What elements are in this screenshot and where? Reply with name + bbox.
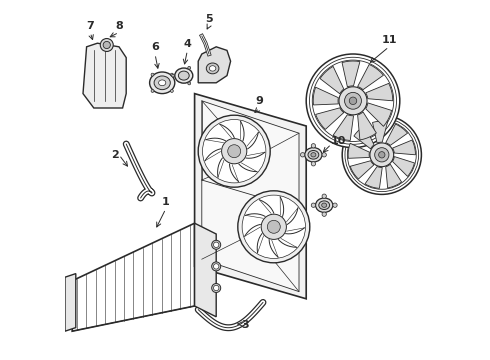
Ellipse shape [178,71,189,80]
Circle shape [172,74,174,77]
Circle shape [221,139,247,164]
Circle shape [344,93,362,109]
Ellipse shape [209,66,216,71]
Ellipse shape [212,262,220,271]
Circle shape [345,118,418,192]
Polygon shape [366,84,393,101]
Polygon shape [386,164,402,188]
Text: 9: 9 [255,96,263,107]
Text: 1: 1 [162,197,170,207]
Ellipse shape [175,68,193,83]
Ellipse shape [214,264,219,269]
Text: 5: 5 [205,14,213,24]
Polygon shape [333,115,353,140]
Circle shape [311,203,316,207]
Circle shape [188,82,191,85]
Polygon shape [195,223,216,317]
Polygon shape [392,140,416,155]
Circle shape [171,90,173,93]
Ellipse shape [308,150,319,159]
Circle shape [339,87,367,115]
Circle shape [375,148,389,162]
Ellipse shape [154,76,171,90]
Polygon shape [342,61,360,87]
Polygon shape [365,167,382,188]
Ellipse shape [149,72,175,94]
Polygon shape [358,112,376,140]
Polygon shape [348,143,369,158]
Circle shape [349,97,357,104]
Circle shape [306,54,400,148]
Circle shape [100,39,113,51]
Polygon shape [202,101,299,292]
Polygon shape [386,124,408,145]
Text: 3: 3 [241,320,249,330]
Polygon shape [354,126,374,149]
Circle shape [188,66,191,69]
Text: 4: 4 [183,39,191,49]
Polygon shape [83,43,126,108]
Ellipse shape [319,201,330,210]
Text: 10: 10 [331,136,346,146]
Polygon shape [198,47,231,83]
Polygon shape [195,94,306,299]
Circle shape [333,203,337,207]
Circle shape [228,145,241,158]
Circle shape [347,120,416,189]
Ellipse shape [311,153,316,157]
Circle shape [322,153,326,157]
Circle shape [268,220,280,233]
Circle shape [322,212,326,216]
Text: 6: 6 [151,42,159,53]
Circle shape [310,57,396,144]
Polygon shape [350,161,374,179]
Polygon shape [372,121,388,143]
Text: 11: 11 [381,35,397,45]
Circle shape [103,41,110,49]
Ellipse shape [214,242,219,248]
Circle shape [151,90,154,93]
Text: 7: 7 [86,21,94,31]
Ellipse shape [321,203,327,207]
Circle shape [202,120,266,183]
Text: 2: 2 [112,150,119,161]
Circle shape [311,162,316,166]
Circle shape [300,153,305,157]
Polygon shape [358,64,384,90]
Circle shape [342,115,421,194]
Circle shape [379,152,385,158]
Polygon shape [65,274,76,331]
Ellipse shape [214,285,219,291]
Ellipse shape [159,80,166,86]
Ellipse shape [206,63,219,74]
Circle shape [322,194,326,198]
Circle shape [151,73,154,76]
Polygon shape [72,223,195,331]
Circle shape [261,214,286,239]
Polygon shape [316,108,344,129]
Text: 8: 8 [115,21,123,31]
Circle shape [311,144,316,148]
Ellipse shape [212,240,220,249]
Circle shape [312,60,394,141]
Circle shape [238,191,310,263]
Polygon shape [320,66,344,94]
Polygon shape [366,103,392,126]
Circle shape [198,115,270,187]
Circle shape [370,143,393,167]
Ellipse shape [316,198,333,212]
Circle shape [242,195,305,258]
Polygon shape [392,157,415,176]
Circle shape [171,73,173,76]
Polygon shape [313,87,339,105]
Ellipse shape [305,148,322,162]
Ellipse shape [212,284,220,292]
